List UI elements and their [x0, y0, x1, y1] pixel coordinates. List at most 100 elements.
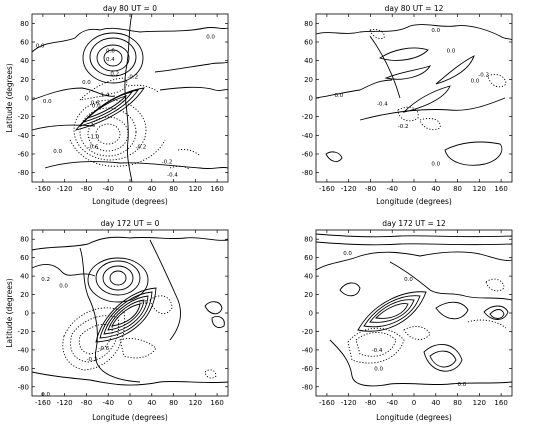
- x-tick-label: 120: [189, 185, 202, 193]
- contour-label: 0.0: [334, 93, 343, 99]
- contour-label: -0.2: [87, 357, 98, 363]
- contour-label: 0.0: [447, 48, 456, 54]
- x-tick-label: 160: [210, 185, 223, 193]
- x-tick-label: 80: [453, 399, 462, 407]
- contour-label: 0.0: [43, 99, 52, 105]
- y-tick-label: 60: [20, 254, 29, 262]
- contour-line: [419, 117, 441, 131]
- contour-line: [429, 350, 457, 368]
- contour-line: [357, 291, 427, 332]
- contour-line: [483, 305, 509, 320]
- contour-label: 0.0: [206, 34, 215, 40]
- y-tick-label: -20: [18, 328, 29, 336]
- contour-label: 0.2: [41, 277, 50, 283]
- y-tick-label: -20: [18, 113, 29, 121]
- contour-line: [435, 55, 475, 85]
- contour-label: 0.6: [106, 48, 115, 54]
- y-tick-label: -60: [302, 151, 313, 159]
- contour-line: [487, 73, 507, 88]
- contour-label: 0.0: [92, 103, 101, 109]
- contour-labels: 0.0 0.0 -0.4 0.0 0.0: [343, 251, 467, 388]
- contour-line: [423, 344, 463, 372]
- contour-label: 0.0: [343, 251, 352, 257]
- contour-line: [355, 332, 397, 357]
- x-tick-label: -160: [35, 399, 51, 407]
- y-tick-label: -60: [18, 151, 29, 159]
- panel-title: day 172 UT = 0: [101, 219, 160, 228]
- x-tick-label: -160: [319, 399, 335, 407]
- x-axis-label: Longitude (degrees): [92, 197, 168, 206]
- contour-label: 0.4: [106, 57, 115, 63]
- contour-label: -0.6: [88, 145, 99, 151]
- contour-label: 0.0: [374, 366, 383, 372]
- y-tick-label: -40: [302, 132, 313, 140]
- y-tick-label: 0: [25, 310, 29, 318]
- x-tick-label: 0: [128, 185, 132, 193]
- contour-label: -0.4: [167, 173, 178, 179]
- x-axis-label: Longitude (degrees): [92, 413, 168, 422]
- contour-lines: [315, 24, 513, 166]
- x-tick-label: 80: [169, 399, 178, 407]
- y-tick-label: 40: [20, 57, 29, 65]
- x-tick-label: 40: [431, 185, 440, 193]
- contour-label: 0.0: [431, 28, 440, 34]
- x-tick-label: -80: [365, 185, 376, 193]
- y-tick-label: 40: [20, 273, 29, 281]
- contour-labels: 0.00.00.0-0.20.0-0.4-0.20.0: [334, 28, 489, 167]
- contour-line: [177, 149, 201, 157]
- axis-ticks: -160 -120 -80 -40 0 40 80 120 160 80 60 40 20 0 -20 -40…: [302, 230, 512, 407]
- x-tick-label: 40: [147, 399, 156, 407]
- contour-label: -1.0: [89, 134, 100, 140]
- contour-label: -0.2: [136, 145, 147, 151]
- y-tick-label: 60: [304, 39, 313, 47]
- y-tick-label: 60: [20, 39, 29, 47]
- x-tick-label: -120: [57, 399, 73, 407]
- contour-line: [31, 371, 229, 386]
- contour-line: [99, 291, 153, 339]
- plot-frame: [31, 229, 229, 397]
- contour-label: -0.2: [127, 75, 138, 81]
- contour-line: [489, 309, 505, 319]
- y-tick-label: -80: [18, 383, 29, 391]
- x-tick-label: 80: [169, 185, 178, 193]
- y-tick-label: -20: [302, 113, 313, 121]
- contour-label: 0.0: [59, 283, 68, 289]
- contour-line: [107, 299, 145, 331]
- contour-line: [124, 13, 133, 183]
- contour-labels: 0.2 0.0 0.0 -0.6-0.2 0.0: [41, 277, 148, 398]
- panel-title: day 80 UT = 0: [103, 4, 157, 13]
- contour-label: -0.2: [478, 73, 489, 79]
- y-tick-label: -80: [18, 169, 29, 177]
- y-tick-label: 40: [304, 57, 313, 65]
- contour-line: [369, 35, 401, 99]
- contour-label: -0.2: [162, 159, 173, 165]
- contour-label: 0.2: [110, 72, 119, 78]
- contour-line: [87, 257, 149, 303]
- panel-title: day 172 UT = 12: [382, 219, 446, 228]
- y-tick-label: 20: [304, 76, 313, 84]
- y-tick-label: 0: [309, 310, 313, 318]
- y-tick-label: 80: [304, 20, 313, 28]
- contour-label: 0.0: [139, 300, 148, 306]
- contour-line: [31, 264, 96, 277]
- x-tick-label: -80: [81, 185, 92, 193]
- contour-line: [339, 282, 361, 297]
- contour-line: [82, 32, 144, 84]
- y-axis-label: Latitude (degrees): [5, 63, 14, 132]
- x-tick-label: 120: [473, 399, 486, 407]
- contour-line: [79, 107, 137, 157]
- contour-line: [95, 260, 141, 296]
- x-tick-label: 0: [128, 399, 132, 407]
- contour-line: [329, 339, 513, 387]
- contour-label: 0.0: [41, 392, 50, 398]
- contour-lines: [31, 236, 229, 386]
- x-tick-label: 120: [189, 399, 202, 407]
- x-tick-label: 160: [494, 185, 507, 193]
- y-tick-label: -80: [302, 383, 313, 391]
- y-tick-label: 20: [304, 291, 313, 299]
- contour-line: [211, 315, 225, 329]
- y-tick-label: -40: [18, 132, 29, 140]
- contour-line: [378, 47, 429, 61]
- contour-line: [204, 369, 217, 379]
- y-tick-label: -60: [302, 365, 313, 373]
